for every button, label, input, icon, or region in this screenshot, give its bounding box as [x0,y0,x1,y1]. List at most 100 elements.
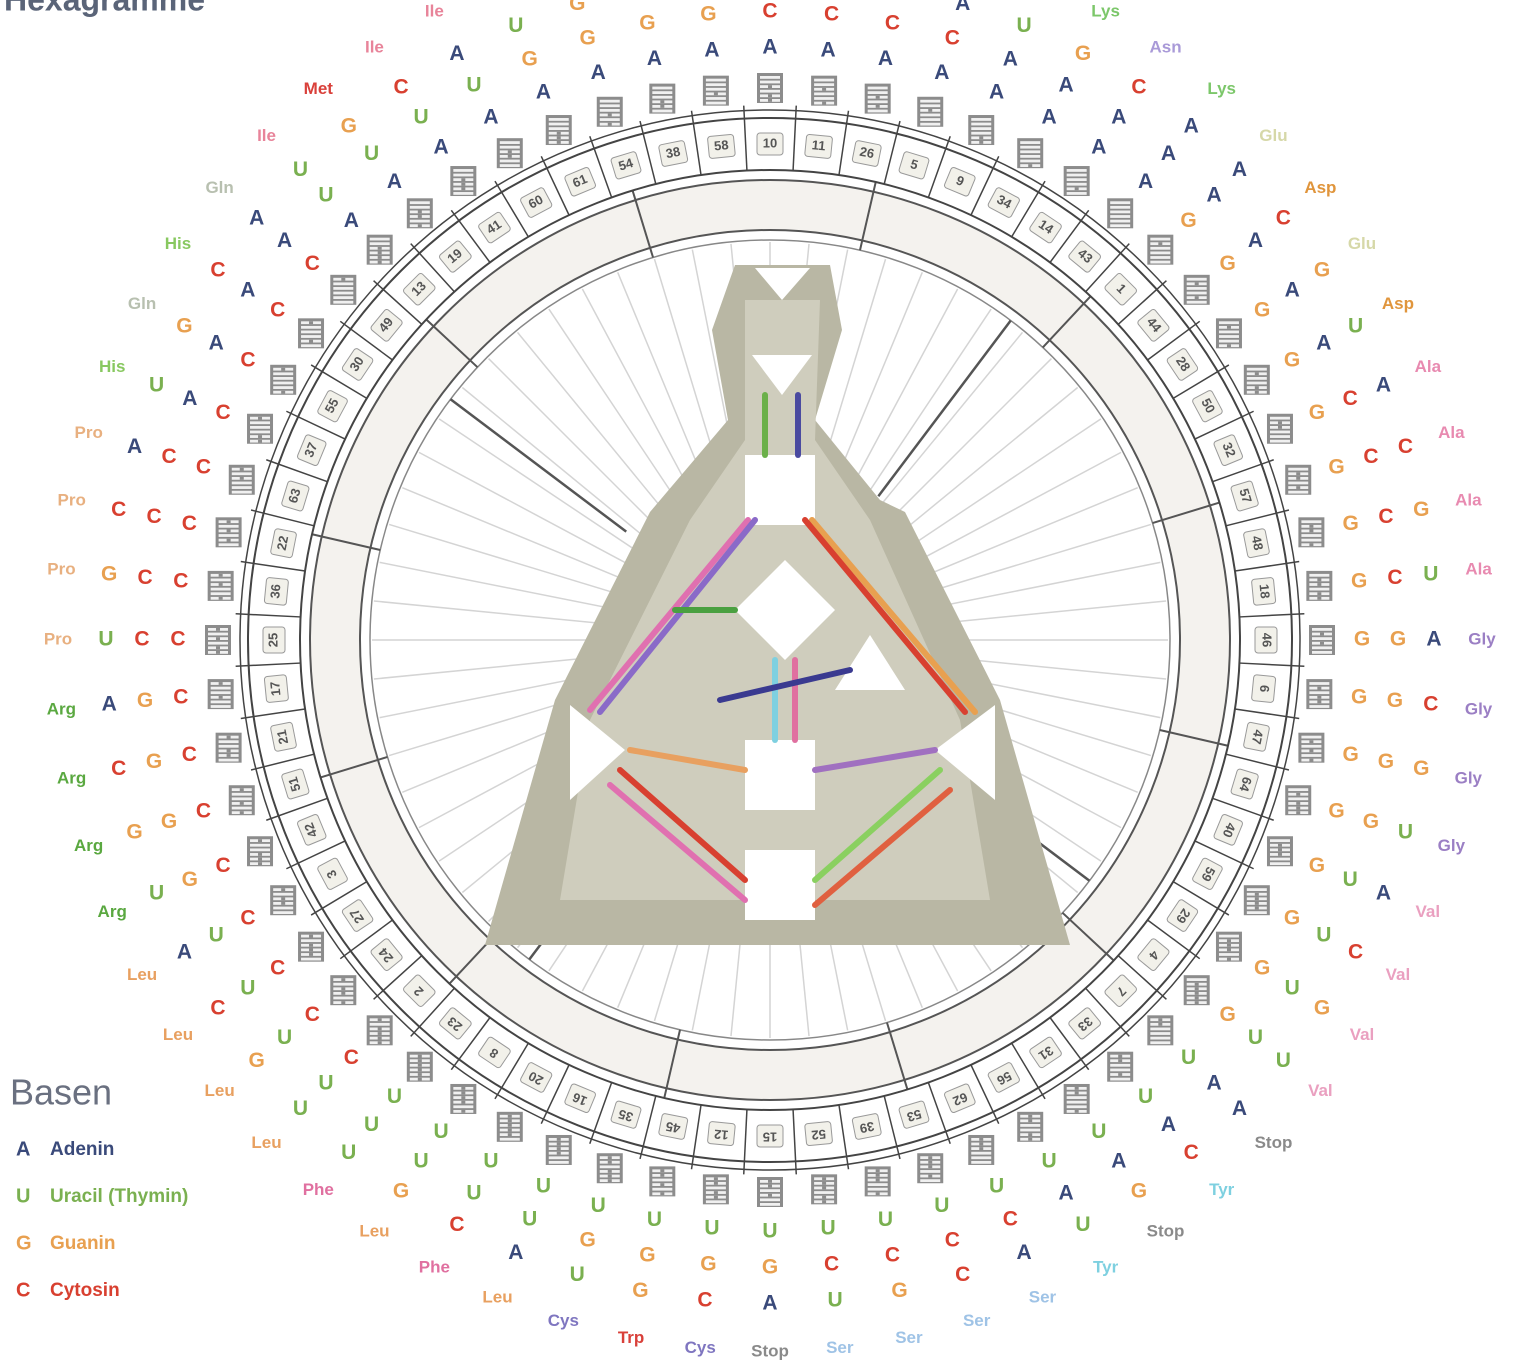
hexagram-gap [1194,991,1199,995]
hexagram-line [273,381,294,385]
base-letter: G [1219,252,1235,275]
hexagram-line [1150,1041,1171,1045]
hexagram-line [208,641,228,645]
base-letter: G [1075,42,1091,65]
gate-number: 20 [526,1068,546,1088]
gate-cell [439,1007,472,1040]
gate-cell-divider [1239,612,1305,618]
gate-cell-divider [1234,708,1300,720]
gate-cell [370,309,403,342]
base-letter: C [173,686,188,709]
quarter-line [877,319,1012,497]
hexagram-gap [226,735,231,739]
gate-cell-divider [266,797,328,821]
base-letter: G [639,1243,655,1266]
gate-number: 11 [811,137,826,153]
zodiac-divider [885,1022,909,1090]
base-letter: G [632,1279,648,1302]
hexagram-line [218,744,239,748]
base-letter: G [1131,1180,1147,1203]
hexagram-gap [713,1195,718,1199]
base-letter: G [1309,854,1325,877]
legend-letter: A [16,1138,30,1160]
base-letter: G [1363,810,1379,833]
hexagram-line [1288,788,1309,792]
gate-cell-divider [1117,955,1167,1000]
zodiac-divider [1061,912,1115,962]
gate-number: 6 [1257,684,1273,693]
hexagram-line [971,131,992,135]
base-letter: C [146,505,161,528]
hexagram-line [210,686,231,690]
legend-title: Basen [10,1072,112,1113]
base-letter: U [364,142,379,165]
hexagram-line [1110,205,1131,209]
hexagram-line [409,205,430,209]
gate-cell-divider [838,110,850,176]
base-letter: C [885,12,900,35]
hexagram-line [1218,335,1239,338]
hexagram-line [1301,534,1322,537]
base-letter: U [878,1208,893,1231]
hexagram-gap [607,1160,612,1164]
base-letter: G [1378,750,1394,773]
hexagram-line [1110,1077,1131,1081]
base-letter: C [1398,435,1413,458]
hexagram-line [210,578,231,582]
hexagram-line [1218,953,1239,956]
hexagram-line [652,1187,673,1191]
gate-cell [1251,674,1277,703]
head-center [755,268,810,300]
hexagram-gap [1317,583,1322,586]
hexagram-line [1186,287,1207,290]
base-letter: U [1423,562,1438,585]
base-letter: C [215,854,230,877]
amino-acid: Ser [1029,1287,1057,1306]
gate-cell [1251,577,1277,606]
hexagram-gap [341,1001,346,1004]
hexagram-line [1110,215,1131,218]
hexagram-gap [660,1192,665,1196]
hexagram-line [273,376,294,380]
base-letter: U [1017,14,1032,37]
base-letter: C [111,498,126,521]
hexagram-line [1066,178,1087,182]
gate-cell [851,140,882,167]
gate-cell-divider [1010,180,1046,238]
hexagram-gap [309,943,314,947]
base-letter: G [580,1229,596,1252]
hexagram-line [760,80,780,84]
amino-acid: Gly [1455,768,1483,787]
hexagram-gap [1254,897,1259,901]
gate-cell [851,1113,882,1140]
g-center [735,560,835,660]
hexagram-gap [875,105,880,108]
hexagram-gap [239,802,244,805]
base-letter: A [1161,1113,1176,1136]
hexagram-line [1066,169,1087,172]
gate-cell-divider [494,180,530,238]
base-letter: G [1314,996,1330,1019]
hexagram-line [1246,381,1267,385]
gate-cell-divider [1225,753,1290,771]
hexagram-gap [1226,948,1231,952]
hexagram-line [1150,246,1171,250]
gate-cell-divider [450,1017,491,1071]
hexagram-gap [417,215,422,218]
hexagram-gap [1317,700,1322,704]
hexagram-gap [822,101,827,105]
base-letter: A [249,206,264,229]
hexagram-gap [768,1180,772,1183]
hexagram-line [1186,978,1207,981]
hexagram-line [333,282,354,286]
base-letter: C [161,445,176,468]
base-letter: G [249,1049,265,1072]
base-letter: G [1309,401,1325,424]
base-letter: G [522,47,538,70]
base-letter: A [434,135,449,158]
base-letter: G [1413,757,1429,780]
hexagram-line [499,164,520,167]
gate-cell-divider [373,955,423,1000]
hexagram-line [1110,1068,1131,1072]
